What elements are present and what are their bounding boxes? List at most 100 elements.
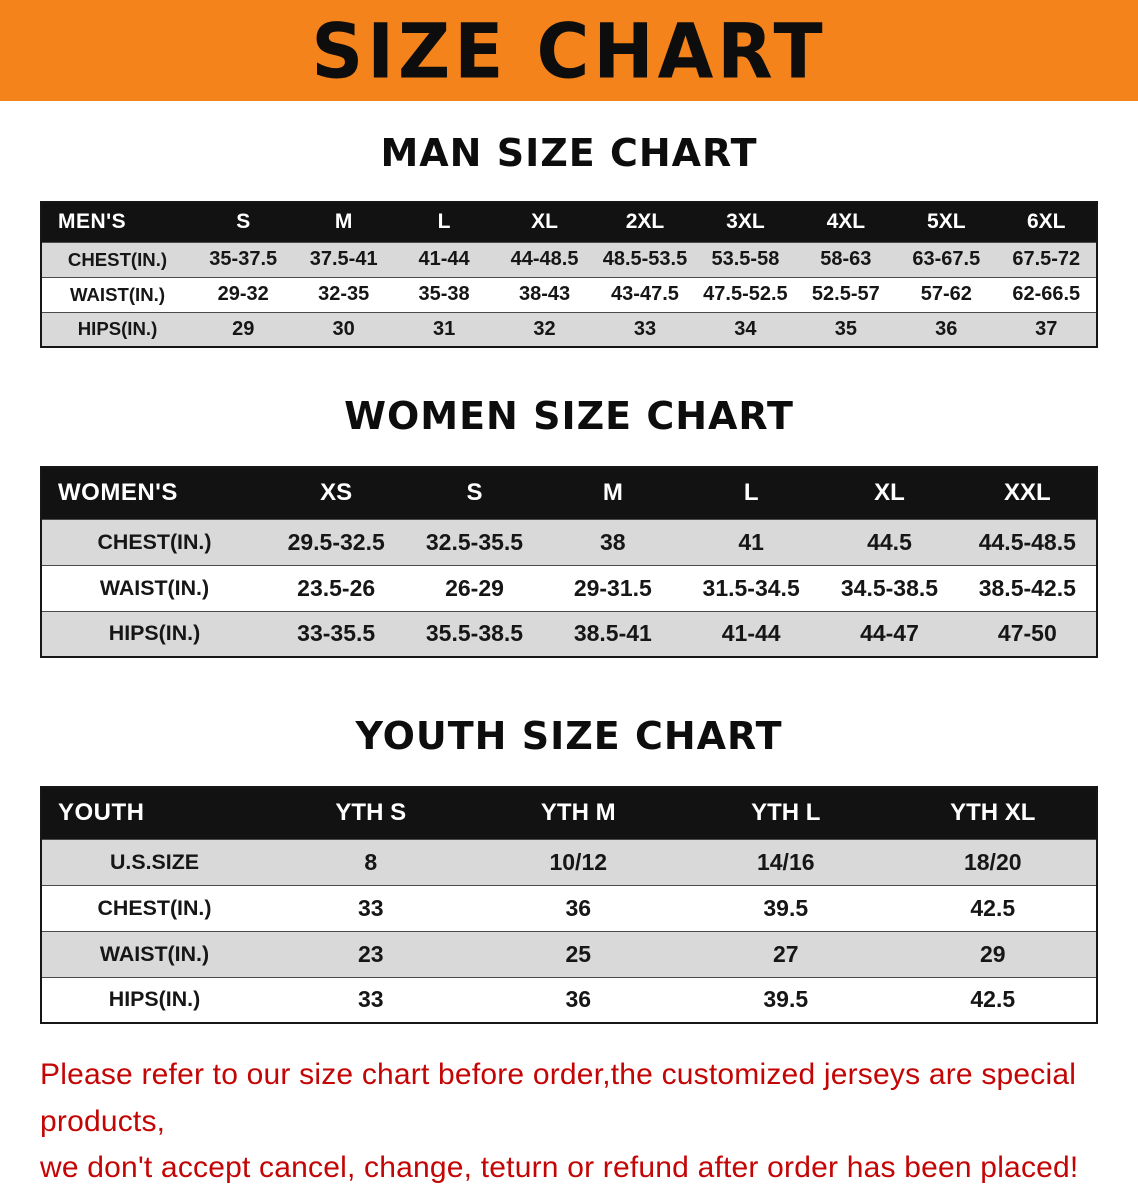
size-value-cell: 44.5-48.5 — [958, 518, 1097, 566]
youth-size-chart-section: YOUTH SIZE CHART YOUTH YTH S YTH M YTH L YTH… — [0, 714, 1138, 1024]
size-column-header: XXL — [958, 467, 1097, 520]
size-value-cell: 18/20 — [889, 838, 1097, 886]
size-value-cell: 35-38 — [393, 276, 495, 313]
size-value-cell: 32 — [494, 311, 595, 348]
size-value-cell: 27 — [682, 930, 890, 978]
table-header-row: MEN'S S M L XL 2XL 3XL 4XL 5XL 6XL — [41, 202, 1097, 243]
size-value-cell: 33 — [267, 976, 475, 1024]
size-value-cell: 38-43 — [494, 276, 595, 313]
size-value-cell: 31.5-34.5 — [681, 564, 821, 612]
size-column-header: XS — [267, 467, 406, 520]
size-value-cell: 29-32 — [193, 276, 294, 313]
row-label: HIPS(IN.) — [41, 976, 267, 1024]
size-value-cell: 43-47.5 — [594, 276, 696, 313]
banner-title: SIZE CHART — [311, 6, 827, 95]
row-label: HIPS(IN.) — [41, 610, 267, 658]
size-value-cell: 38.5-41 — [543, 610, 682, 658]
table-row: HIPS(IN.) 33-35.5 35.5-38.5 38.5-41 41-44 44-… — [41, 610, 1097, 658]
size-column-header: 3XL — [695, 202, 796, 243]
row-label: WAIST(IN.) — [41, 564, 267, 612]
size-value-cell: 33-35.5 — [267, 610, 406, 658]
size-column-header: L — [681, 467, 821, 520]
size-column-header: S — [193, 202, 294, 243]
men-size-chart-heading: MAN SIZE CHART — [380, 131, 758, 175]
size-value-cell: 32-35 — [293, 276, 394, 313]
size-value-cell: 41-44 — [393, 241, 495, 278]
size-column-header: M — [543, 467, 682, 520]
size-column-header: M — [293, 202, 394, 243]
table-row: WAIST(IN.) 29-32 32-35 35-38 38-43 43-47.5 47.… — [41, 276, 1097, 313]
table-row: CHEST(IN.) 33 36 39.5 42.5 — [41, 884, 1097, 932]
size-column-header: YTH L — [682, 787, 890, 840]
size-column-header: XL — [820, 467, 959, 520]
men-size-table: MEN'S S M L XL 2XL 3XL 4XL 5XL 6XL CHEST(IN.) 35-37… — [40, 201, 1098, 348]
size-value-cell: 8 — [267, 838, 475, 886]
size-value-cell: 63-67.5 — [896, 241, 997, 278]
size-column-header: S — [405, 467, 544, 520]
women-size-chart-heading: WOMEN SIZE CHART — [344, 394, 794, 438]
row-label: CHEST(IN.) — [41, 884, 267, 932]
size-value-cell: 47.5-52.5 — [695, 276, 796, 313]
table-row: HIPS(IN.) 33 36 39.5 42.5 — [41, 976, 1097, 1024]
disclaimer-note: Please refer to our size chart before or… — [40, 1052, 1098, 1192]
size-value-cell: 26-29 — [405, 564, 544, 612]
women-size-table: WOMEN'S XS S M L XL XXL CHEST(IN.) 29.5-32.5 32.5… — [40, 466, 1098, 658]
size-value-cell: 37.5-41 — [293, 241, 394, 278]
size-value-cell: 42.5 — [889, 976, 1097, 1024]
size-value-cell: 67.5-72 — [996, 241, 1097, 278]
size-value-cell: 52.5-57 — [795, 276, 897, 313]
size-column-header: L — [393, 202, 495, 243]
size-value-cell: 23 — [267, 930, 475, 978]
table-row: CHEST(IN.) 29.5-32.5 32.5-35.5 38 41 44.5 44.5… — [41, 518, 1097, 566]
size-column-header: YTH M — [474, 787, 682, 840]
size-value-cell: 38 — [543, 518, 682, 566]
size-value-cell: 29 — [193, 311, 294, 348]
size-value-cell: 62-66.5 — [996, 276, 1097, 313]
table-corner-label: WOMEN'S — [41, 467, 267, 520]
size-value-cell: 57-62 — [896, 276, 997, 313]
row-label: CHEST(IN.) — [41, 241, 193, 278]
men-size-chart-section: MAN SIZE CHART MEN'S S M L XL 2XL 3XL 4XL 5XL 6XL… — [0, 131, 1138, 348]
disclaimer-line-1: Please refer to our size chart before or… — [40, 1058, 1077, 1138]
size-column-header: 6XL — [996, 202, 1097, 243]
size-value-cell: 31 — [393, 311, 495, 348]
size-value-cell: 42.5 — [889, 884, 1097, 932]
size-value-cell: 25 — [474, 930, 682, 978]
row-label: CHEST(IN.) — [41, 518, 267, 566]
size-column-header: XL — [494, 202, 595, 243]
size-value-cell: 32.5-35.5 — [405, 518, 544, 566]
size-value-cell: 29 — [889, 930, 1097, 978]
size-value-cell: 33 — [267, 884, 475, 932]
table-corner-label: MEN'S — [41, 202, 193, 243]
size-value-cell: 23.5-26 — [267, 564, 406, 612]
table-row: HIPS(IN.) 29 30 31 32 33 34 35 36 37 — [41, 311, 1097, 348]
table-row: U.S.SIZE 8 10/12 14/16 18/20 — [41, 838, 1097, 886]
size-value-cell: 39.5 — [682, 976, 890, 1024]
row-label: WAIST(IN.) — [41, 930, 267, 978]
size-value-cell: 41-44 — [681, 610, 821, 658]
size-value-cell: 44.5 — [820, 518, 959, 566]
youth-size-table: YOUTH YTH S YTH M YTH L YTH XL U.S.SIZE 8 10/12… — [40, 786, 1098, 1024]
size-value-cell: 38.5-42.5 — [958, 564, 1097, 612]
row-label: WAIST(IN.) — [41, 276, 193, 313]
size-value-cell: 48.5-53.5 — [594, 241, 696, 278]
size-value-cell: 29-31.5 — [543, 564, 682, 612]
table-row: WAIST(IN.) 23.5-26 26-29 29-31.5 31.5-34.5 34… — [41, 564, 1097, 612]
size-value-cell: 34 — [695, 311, 796, 348]
size-column-header: 2XL — [594, 202, 696, 243]
size-value-cell: 35 — [795, 311, 897, 348]
size-value-cell: 53.5-58 — [695, 241, 796, 278]
size-value-cell: 41 — [681, 518, 821, 566]
size-value-cell: 10/12 — [474, 838, 682, 886]
size-value-cell: 44-47 — [820, 610, 959, 658]
size-column-header: 5XL — [896, 202, 997, 243]
women-size-chart-section: WOMEN SIZE CHART WOMEN'S XS S M L XL XXL CHEST(… — [0, 394, 1138, 658]
size-column-header: YTH S — [267, 787, 475, 840]
banner: SIZE CHART — [0, 0, 1138, 101]
table-header-row: YOUTH YTH S YTH M YTH L YTH XL — [41, 787, 1097, 840]
row-label: HIPS(IN.) — [41, 311, 193, 348]
size-value-cell: 36 — [896, 311, 997, 348]
youth-size-chart-heading: YOUTH SIZE CHART — [355, 714, 783, 758]
size-value-cell: 33 — [594, 311, 696, 348]
